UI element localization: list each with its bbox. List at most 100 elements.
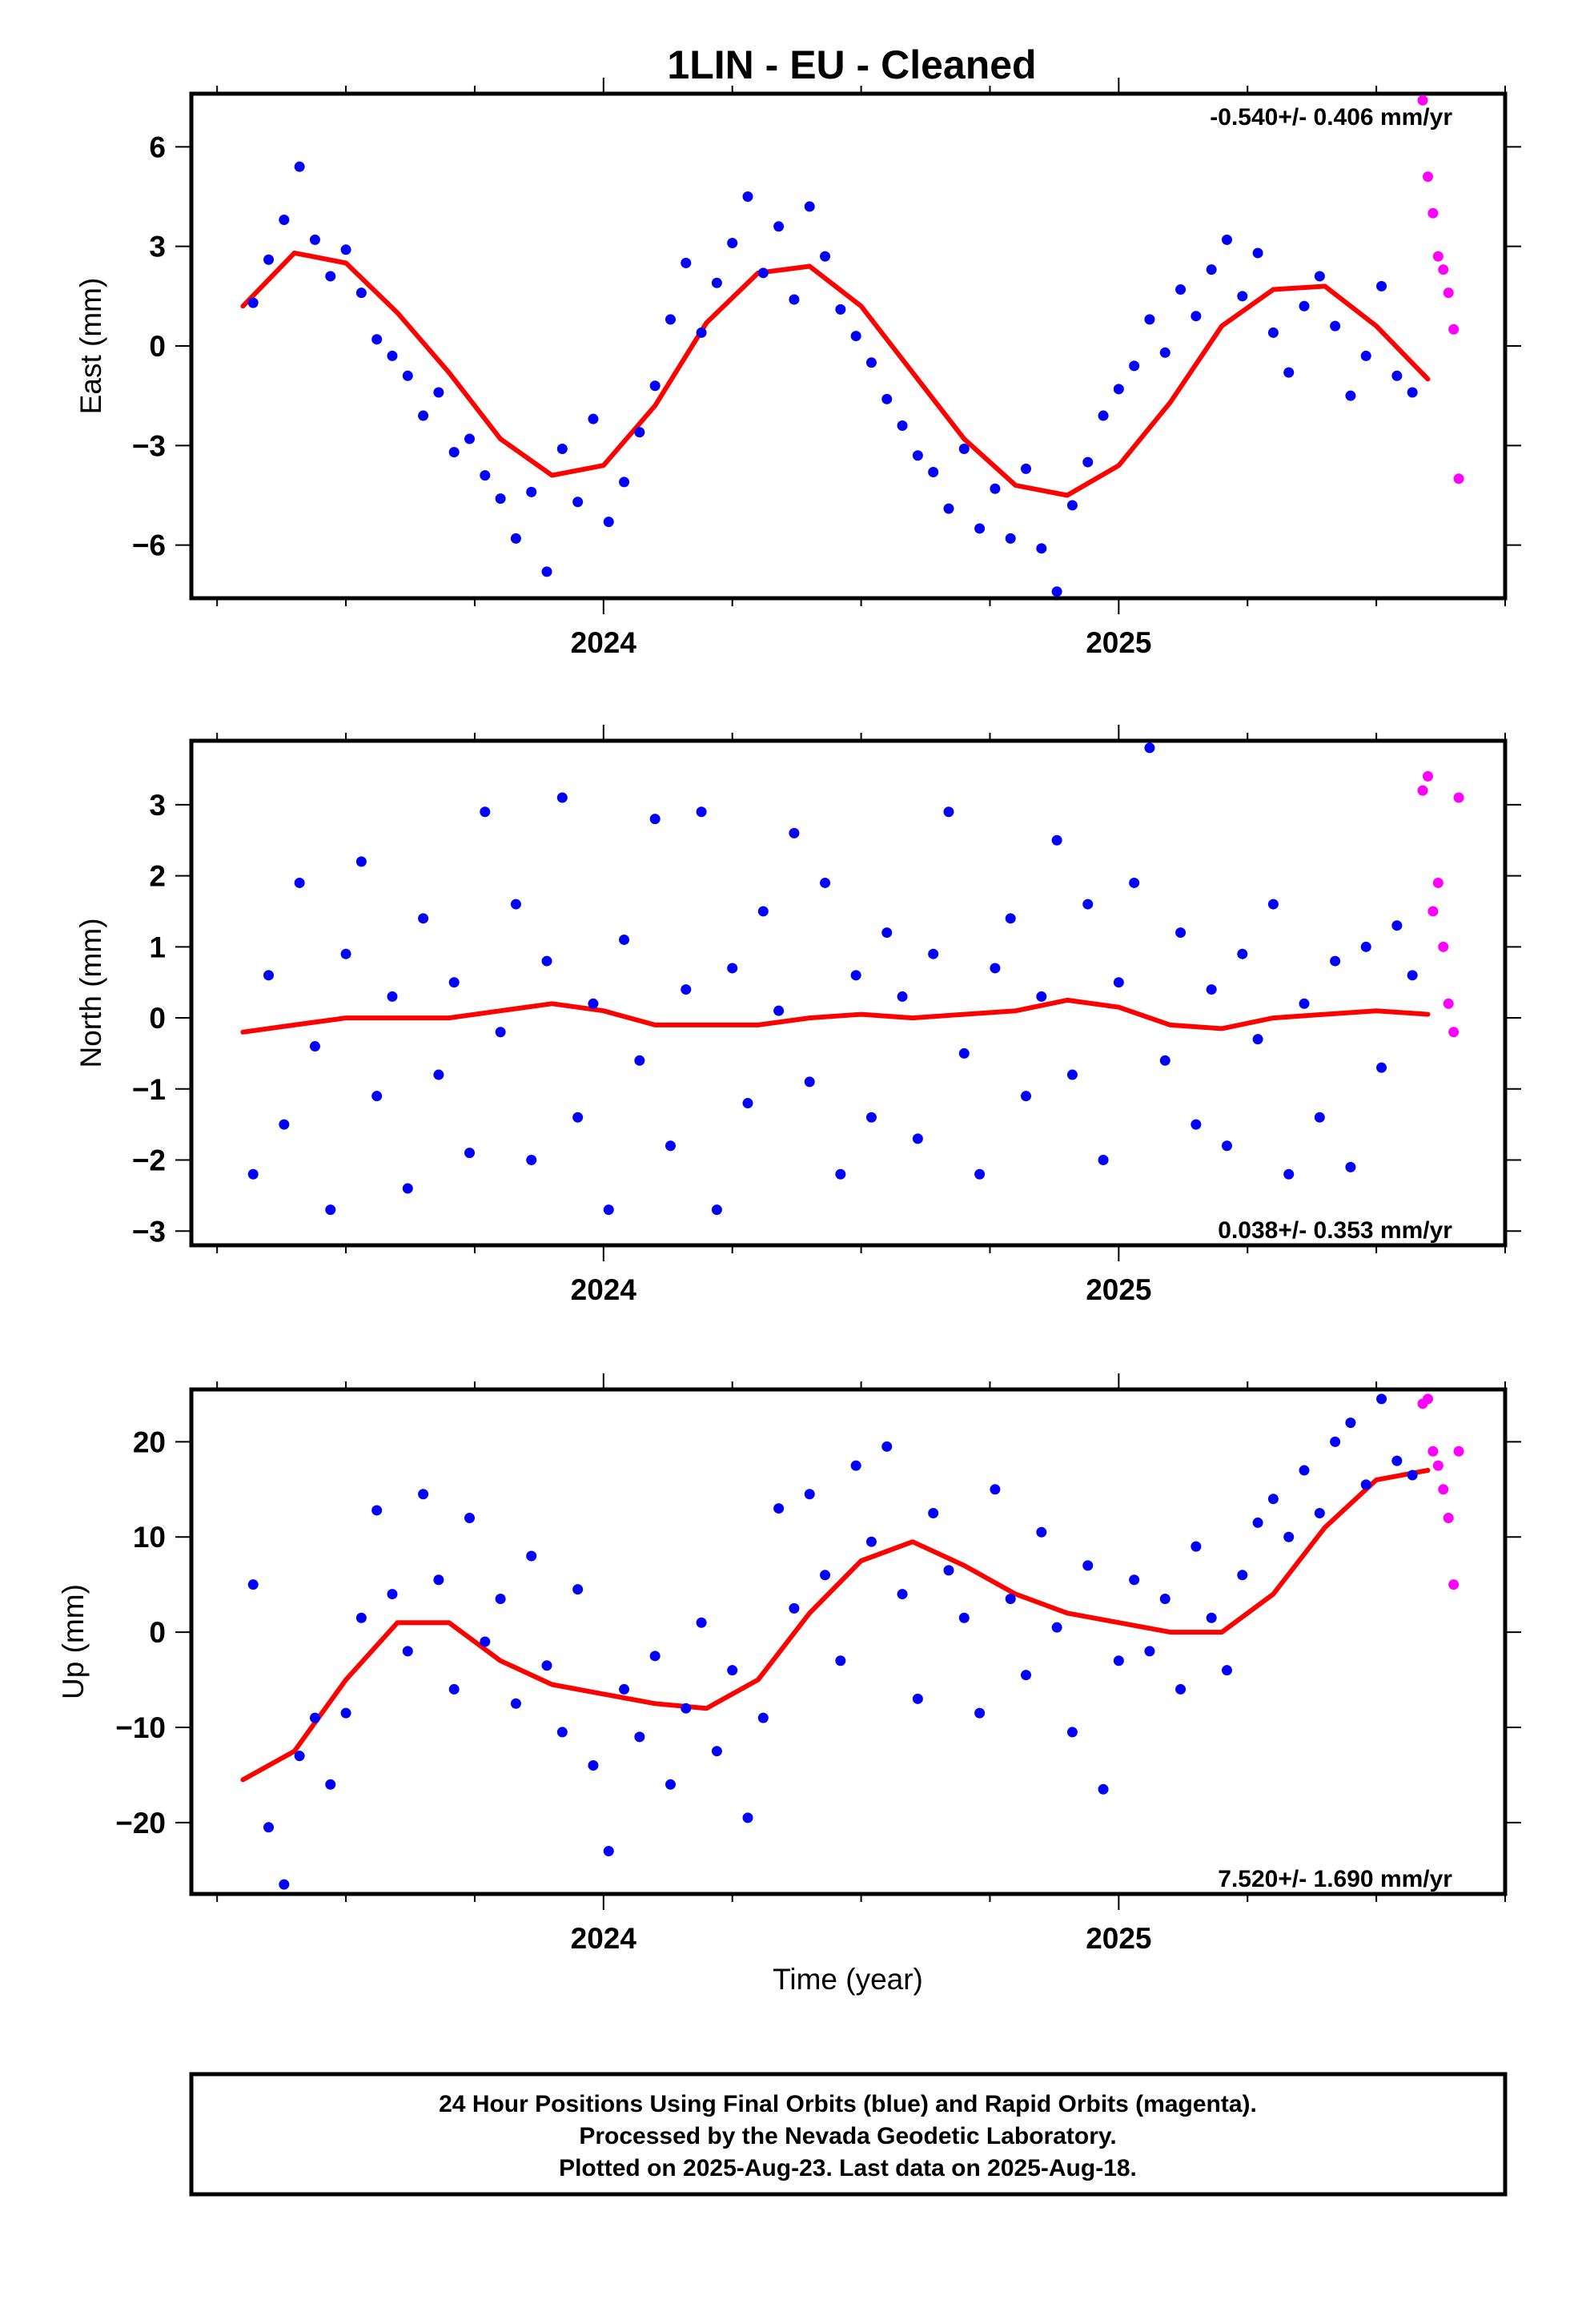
- north-data-point: [294, 877, 305, 888]
- east-xtick-label: 2025: [1086, 626, 1151, 659]
- north-data-point: [1443, 998, 1454, 1009]
- east-data-point: [634, 427, 645, 438]
- east-data-point: [1144, 314, 1155, 325]
- up-data-point: [402, 1646, 413, 1657]
- north-data-point: [1221, 1140, 1232, 1152]
- north-data-point: [1159, 1055, 1170, 1066]
- north-data-point: [572, 1112, 584, 1123]
- up-data-point: [603, 1846, 614, 1857]
- up-data-point: [1005, 1594, 1016, 1605]
- north-plot-frame: [189, 738, 1508, 1248]
- east-data-point: [681, 257, 692, 268]
- up-data-point: [1206, 1612, 1217, 1623]
- up-data-point: [556, 1727, 568, 1738]
- up-data-point: [742, 1812, 753, 1823]
- east-data-point: [820, 251, 831, 262]
- east-data-point: [495, 493, 506, 505]
- east-data-point: [1314, 271, 1325, 282]
- north-data-point: [820, 877, 831, 888]
- north-data-point: [742, 1098, 753, 1109]
- east-data-point: [355, 287, 367, 299]
- north-data-point: [433, 1069, 444, 1080]
- up-data-point: [804, 1489, 815, 1500]
- north-data-point: [1407, 970, 1418, 981]
- north-ytick-label: 1: [149, 931, 166, 963]
- east-data-point: [928, 467, 939, 477]
- up-data-point: [1299, 1465, 1310, 1476]
- east-data-point: [480, 470, 491, 481]
- east-ytick-label: 3: [149, 231, 166, 263]
- footer-line-3: Plotted on 2025-Aug-23. Last data on 202…: [559, 2155, 1137, 2181]
- north-data-point: [418, 913, 429, 924]
- north-fit-line: [240, 997, 1431, 1035]
- north-data-point: [541, 955, 552, 967]
- east-data-point: [325, 271, 336, 282]
- east-data-point: [1448, 324, 1460, 335]
- north-data-point: [865, 1112, 877, 1123]
- north-rate-label: 0.038+/- 0.353 mm/yr: [1218, 1217, 1452, 1244]
- north-data-point: [958, 1047, 970, 1059]
- north-data-point: [1360, 941, 1371, 952]
- east-ytick-label: −3: [132, 429, 166, 462]
- north-data-point: [1191, 1119, 1202, 1130]
- up-data-point: [387, 1589, 398, 1600]
- north-data-point: [850, 970, 861, 981]
- east-data-point: [1159, 347, 1170, 358]
- east-data-point: [279, 215, 290, 225]
- up-data-point: [881, 1441, 893, 1452]
- east-data-point: [1407, 387, 1418, 398]
- up-xtick-label: 2024: [571, 1922, 637, 1955]
- east-data-point: [1432, 251, 1443, 262]
- east-data-point: [1438, 264, 1449, 275]
- east-data-point: [773, 221, 785, 232]
- east-data-point: [1021, 463, 1032, 474]
- up-ytick-label: 0: [149, 1616, 166, 1649]
- up-data-point: [541, 1660, 552, 1671]
- up-panel: 2024 2025 20 10 0 −10 −20 Up (mm) 7.520+/- 1.6…: [57, 1373, 1521, 1955]
- east-data-point: [665, 314, 676, 325]
- north-data-point: [1021, 1091, 1032, 1102]
- east-data-point: [835, 304, 846, 315]
- north-ytick-label: −2: [132, 1144, 166, 1177]
- footer-line-2: Processed by the Nevada Geodetic Laborat…: [579, 2123, 1116, 2149]
- up-data-point: [1191, 1541, 1202, 1552]
- up-data-point: [835, 1655, 846, 1667]
- up-data-point: [448, 1683, 460, 1695]
- up-data-point: [696, 1617, 707, 1628]
- up-data-point: [727, 1665, 738, 1676]
- up-data-point: [1221, 1665, 1232, 1676]
- up-data-point: [263, 1822, 275, 1833]
- up-ytick-label: 10: [133, 1521, 166, 1554]
- north-data-point: [789, 827, 800, 838]
- north-data-point: [325, 1204, 336, 1216]
- north-data-point: [309, 1041, 320, 1052]
- north-data-point: [681, 984, 692, 995]
- up-data-point: [1252, 1517, 1263, 1528]
- north-data-point: [928, 948, 939, 959]
- east-data-point: [1113, 384, 1124, 395]
- up-rate-label: 7.520+/- 1.690 mm/yr: [1218, 1866, 1452, 1892]
- footer-frame: [189, 2072, 1508, 2197]
- up-fit-line: [240, 1468, 1431, 1783]
- up-data-point: [1407, 1470, 1418, 1481]
- up-data-point: [1438, 1484, 1449, 1495]
- east-data-point: [1299, 300, 1310, 312]
- north-data-point: [510, 899, 521, 910]
- up-data-point: [464, 1512, 476, 1523]
- x-axis-label: Time (year): [773, 1963, 923, 1996]
- up-data-point: [897, 1589, 908, 1600]
- up-data-point: [789, 1602, 800, 1614]
- north-data-point: [1036, 991, 1047, 1002]
- east-data-point: [1098, 410, 1109, 421]
- up-data-point: [247, 1579, 259, 1590]
- north-data-point: [711, 1204, 722, 1216]
- north-data-point: [634, 1055, 645, 1066]
- up-ytick-label: 20: [133, 1425, 166, 1458]
- north-ytick-label: −3: [132, 1215, 166, 1248]
- east-data-point: [757, 267, 769, 279]
- up-data-point: [1237, 1570, 1248, 1581]
- north-data-point: [1314, 1112, 1325, 1123]
- east-data-point: [958, 443, 970, 454]
- north-ytick-label: 0: [149, 1002, 166, 1035]
- east-data-point: [1066, 500, 1078, 511]
